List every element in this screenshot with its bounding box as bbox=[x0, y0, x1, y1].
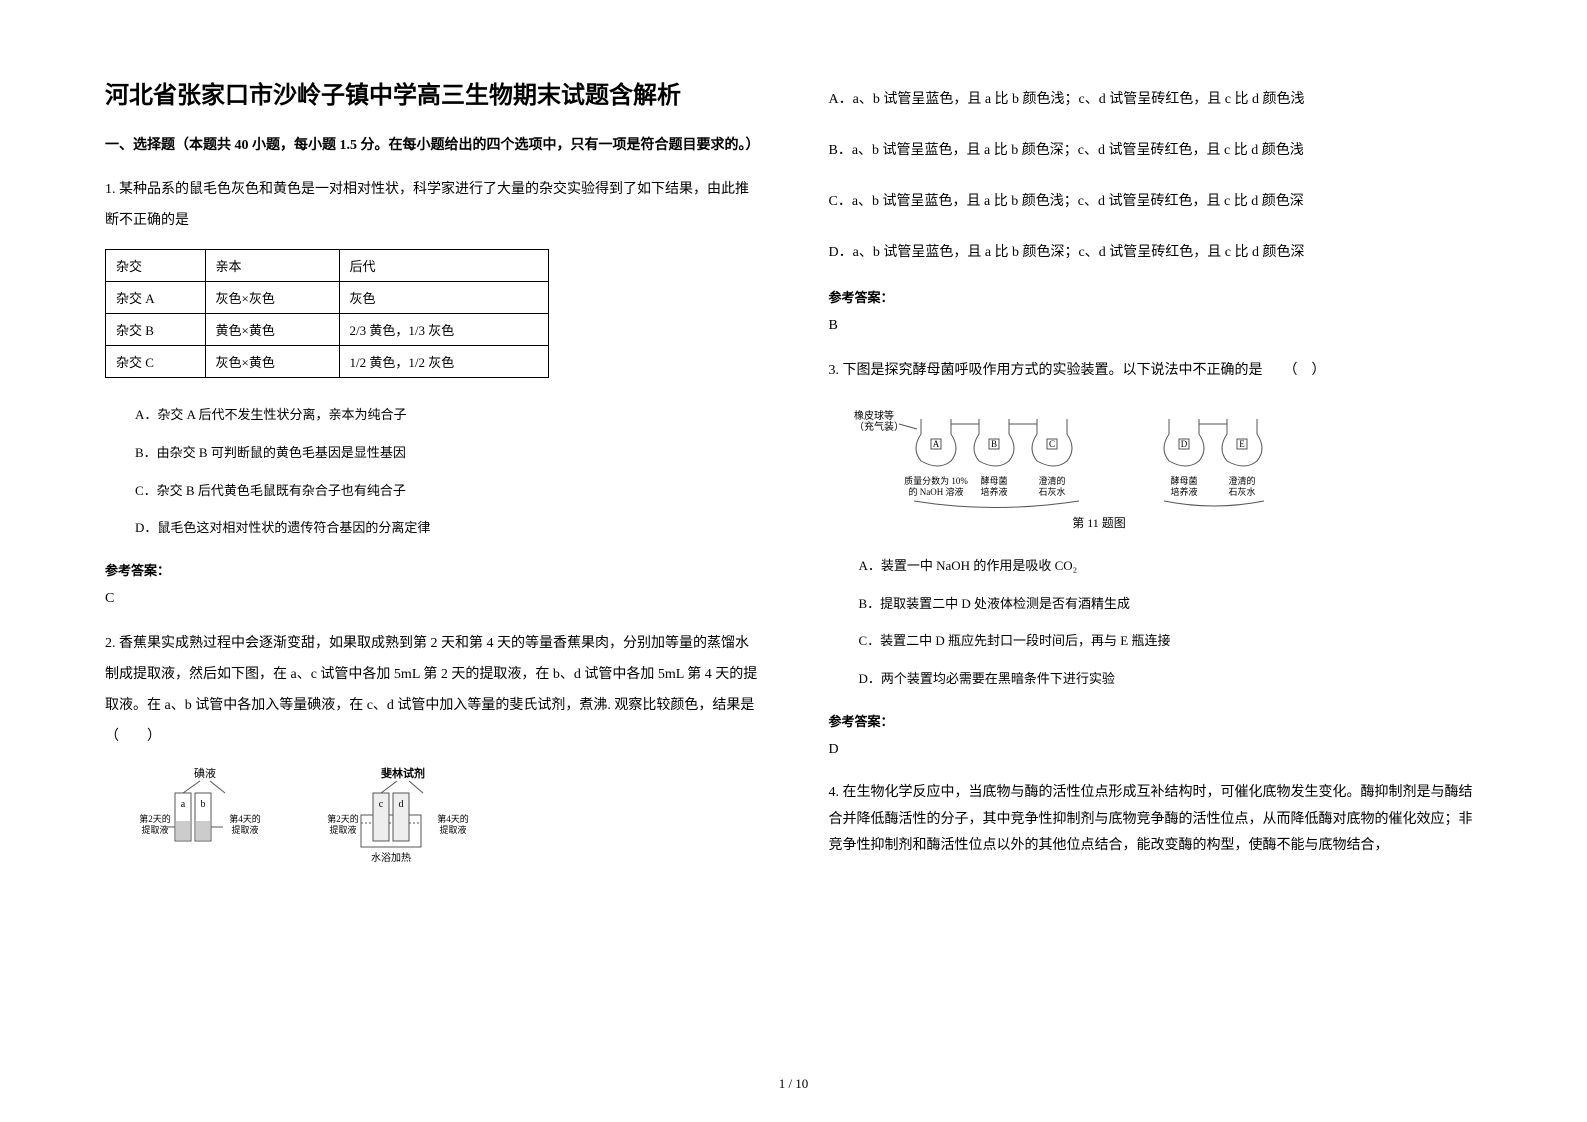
q2-answer: B bbox=[829, 318, 1483, 334]
section-header: 一、选择题（本题共 40 小题，每小题 1.5 分。在每小题给出的四个选项中，只… bbox=[105, 135, 759, 157]
svg-text:斐林试剂: 斐林试剂 bbox=[381, 767, 425, 780]
q3-answer-label: 参考答案： bbox=[829, 711, 1483, 730]
svg-text:第4天的: 第4天的 bbox=[229, 813, 261, 824]
option-c: C．a、b 试管呈蓝色，且 a 比 b 颜色浅；c、d 试管呈砖红色，且 c 比… bbox=[829, 177, 1483, 226]
tubes-benedict-icon: 斐林试剂 c d 第2天的 提取液 第4天的 提取液 水浴加热 bbox=[325, 767, 495, 867]
svg-text:澄清的: 澄清的 bbox=[1228, 475, 1255, 486]
page-number: 1 / 10 bbox=[779, 1076, 809, 1092]
q4-text: 4. 在生物化学反应中，当底物与酶的活性位点形成互补结构时，可催化底物发生变化。… bbox=[829, 780, 1483, 860]
svg-text:石灰水: 石灰水 bbox=[1038, 486, 1065, 497]
svg-text:石灰水: 石灰水 bbox=[1228, 486, 1255, 497]
option-a: A．装置一中 NaOH 的作用是吸收 CO₂ bbox=[859, 549, 1483, 583]
left-column: 河北省张家口市沙岭子镇中学高三生物期末试题含解析 一、选择题（本题共 40 小题… bbox=[90, 75, 794, 1092]
table-cell: 灰色×黄色 bbox=[205, 345, 339, 377]
table-row: 杂交 C 灰色×黄色 1/2 黄色，1/2 灰色 bbox=[106, 345, 549, 377]
diagram-right-group: 斐林试剂 c d 第2天的 提取液 第4天的 提取液 水浴加热 bbox=[325, 767, 495, 867]
yeast-apparatus-icon: 橡皮球等 （充气装） A B C 质量分数为 10% bbox=[849, 399, 1369, 534]
option-c: C．装置二中 D 瓶应先封口一段时间后，再与 E 瓶连接 bbox=[859, 624, 1483, 658]
table-cell: 杂交 bbox=[106, 249, 206, 281]
option-b: B．a、b 试管呈蓝色，且 a 比 b 颜色深；c、d 试管呈砖红色，且 c 比… bbox=[829, 126, 1483, 175]
diagram-title: 碘液 bbox=[194, 767, 216, 780]
q2-answer-label: 参考答案： bbox=[829, 287, 1483, 306]
svg-text:C: C bbox=[1048, 439, 1054, 449]
q2-diagram: 碘液 a b 第2天的 提取液 第4天的 提取液 斐林试剂 bbox=[135, 767, 759, 867]
svg-text:第2天的: 第2天的 bbox=[327, 813, 359, 824]
svg-text:A: A bbox=[932, 439, 939, 449]
svg-text:质量分数为 10%: 质量分数为 10% bbox=[904, 475, 968, 486]
q1-answer-label: 参考答案： bbox=[105, 560, 759, 579]
right-column: A．a、b 试管呈蓝色，且 a 比 b 颜色浅；c、d 试管呈砖红色，且 c 比… bbox=[794, 75, 1498, 1092]
svg-text:提取液: 提取液 bbox=[329, 824, 356, 835]
q3-diagram: 橡皮球等 （充气装） A B C 质量分数为 10% bbox=[849, 399, 1483, 539]
svg-text:酵母菌: 酵母菌 bbox=[1170, 475, 1197, 486]
q3-text: 3. 下图是探究酵母菌呼吸作用方式的实验装置。以下说法中不正确的是 （ ） bbox=[829, 356, 1483, 387]
option-d: D．鼠毛色这对相对性状的遗传符合基因的分离定律 bbox=[135, 511, 759, 545]
q1-answer: C bbox=[105, 591, 759, 607]
q2-text: 2. 香蕉果实成熟过程中会逐渐变甜，如果取成熟到第 2 天和第 4 天的等量香蕉… bbox=[105, 629, 759, 752]
table-cell: 杂交 C bbox=[106, 345, 206, 377]
diagram-left-group: 碘液 a b 第2天的 提取液 第4天的 提取液 bbox=[135, 767, 285, 867]
svg-text:澄清的: 澄清的 bbox=[1038, 475, 1065, 486]
table-cell: 黄色×黄色 bbox=[205, 313, 339, 345]
svg-text:d: d bbox=[399, 799, 404, 810]
svg-text:酵母菌: 酵母菌 bbox=[980, 475, 1007, 486]
svg-text:橡皮球等: 橡皮球等 bbox=[854, 409, 894, 422]
svg-text:提取液: 提取液 bbox=[439, 824, 466, 835]
tubes-iodine-icon: 碘液 a b 第2天的 提取液 第4天的 提取液 bbox=[135, 767, 285, 867]
svg-text:a: a bbox=[181, 799, 186, 810]
q2-options: A．a、b 试管呈蓝色，且 a 比 b 颜色浅；c、d 试管呈砖红色，且 c 比… bbox=[829, 75, 1483, 277]
svg-text:提取液: 提取液 bbox=[231, 824, 258, 835]
table-row: 杂交 B 黄色×黄色 2/3 黄色，1/3 灰色 bbox=[106, 313, 549, 345]
q1-text: 1. 某种品系的鼠毛色灰色和黄色是一对相对性状，科学家进行了大量的杂交实验得到了… bbox=[105, 175, 759, 237]
svg-text:提取液: 提取液 bbox=[141, 824, 168, 835]
table-cell: 杂交 B bbox=[106, 313, 206, 345]
svg-text:培养液: 培养液 bbox=[1170, 486, 1197, 497]
table-cell: 杂交 A bbox=[106, 281, 206, 313]
table-cell: 灰色 bbox=[339, 281, 549, 313]
table-cell: 灰色×灰色 bbox=[205, 281, 339, 313]
svg-text:培养液: 培养液 bbox=[980, 486, 1007, 497]
table-cell: 1/2 黄色，1/2 灰色 bbox=[339, 345, 549, 377]
table-cell: 亲本 bbox=[205, 249, 339, 281]
svg-text:D: D bbox=[1180, 439, 1187, 449]
page-title: 河北省张家口市沙岭子镇中学高三生物期末试题含解析 bbox=[105, 75, 759, 110]
option-a: A．杂交 A 后代不发生性状分离，亲本为纯合子 bbox=[135, 398, 759, 432]
svg-text:b: b bbox=[201, 799, 206, 810]
option-d: D．a、b 试管呈蓝色，且 a 比 b 颜色深；c、d 试管呈砖红色，且 c 比… bbox=[829, 228, 1483, 277]
table-header-row: 杂交 亲本 后代 bbox=[106, 249, 549, 281]
option-b: B．提取装置二中 D 处液体检测是否有酒精生成 bbox=[859, 587, 1483, 621]
svg-text:的 NaOH 溶液: 的 NaOH 溶液 bbox=[908, 486, 963, 497]
table-row: 杂交 A 灰色×灰色 灰色 bbox=[106, 281, 549, 313]
q1-table: 杂交 亲本 后代 杂交 A 灰色×灰色 灰色 杂交 B 黄色×黄色 2/3 黄色… bbox=[105, 249, 549, 378]
q3-options: A．装置一中 NaOH 的作用是吸收 CO₂ B．提取装置二中 D 处液体检测是… bbox=[859, 549, 1483, 696]
svg-text:水浴加热: 水浴加热 bbox=[371, 851, 411, 864]
svg-text:第 11 题图: 第 11 题图 bbox=[1072, 516, 1126, 530]
svg-text:第4天的: 第4天的 bbox=[437, 813, 469, 824]
svg-text:第2天的: 第2天的 bbox=[139, 813, 171, 824]
option-a: A．a、b 试管呈蓝色，且 a 比 b 颜色浅；c、d 试管呈砖红色，且 c 比… bbox=[829, 75, 1483, 124]
q3-answer: D bbox=[829, 742, 1483, 758]
q1-options: A．杂交 A 后代不发生性状分离，亲本为纯合子 B．由杂交 B 可判断鼠的黄色毛… bbox=[135, 398, 759, 545]
svg-text:B: B bbox=[990, 439, 996, 449]
table-cell: 2/3 黄色，1/3 灰色 bbox=[339, 313, 549, 345]
option-d: D．两个装置均必需要在黑暗条件下进行实验 bbox=[859, 662, 1483, 696]
option-c: C．杂交 B 后代黄色毛鼠既有杂合子也有纯合子 bbox=[135, 474, 759, 508]
svg-text:（充气装）: （充气装） bbox=[854, 420, 904, 433]
svg-text:c: c bbox=[379, 799, 384, 810]
svg-text:E: E bbox=[1239, 439, 1245, 449]
option-b: B．由杂交 B 可判断鼠的黄色毛基因是显性基因 bbox=[135, 436, 759, 470]
table-cell: 后代 bbox=[339, 249, 549, 281]
